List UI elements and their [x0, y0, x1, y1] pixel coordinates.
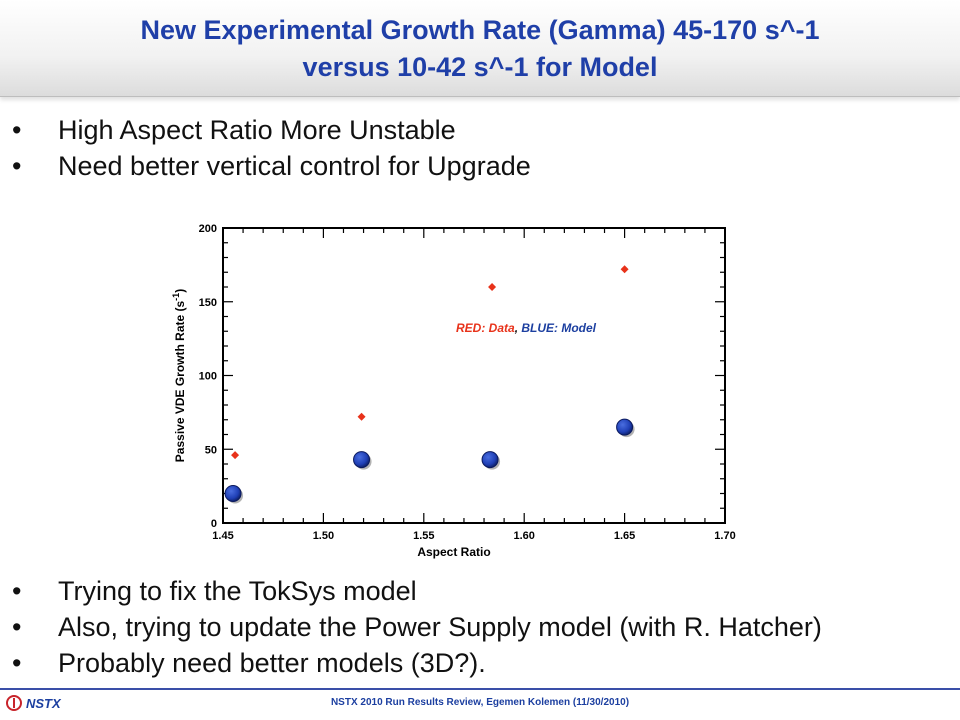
x-axis-label: Aspect Ratio [417, 545, 490, 559]
legend-model-label: BLUE: Model [521, 321, 596, 335]
x-tick-label: 1.65 [614, 530, 635, 542]
data-point [357, 412, 366, 421]
nstx-logo-icon [6, 695, 22, 711]
footer-text: NSTX 2010 Run Results Review, Egemen Kol… [330, 697, 630, 708]
legend-data-label: RED: Data [456, 321, 515, 335]
y-tick-label: 100 [199, 371, 217, 383]
model-point [353, 451, 371, 469]
chart-legend: RED: Data, BLUE: Model [456, 321, 597, 335]
plot-frame [222, 227, 726, 524]
bullet-item: Trying to fix the TokSys model [0, 573, 822, 609]
y-tick-label: 0 [211, 518, 217, 530]
bullet-list-top: High Aspect Ratio More Unstable Need bet… [0, 112, 531, 184]
slide-title-line-2: versus 10-42 s^-1 for Model [302, 52, 658, 82]
bullet-item: Also, trying to update the Power Supply … [0, 609, 822, 645]
y-tick-label: 150 [199, 297, 217, 309]
y-axis-label: Passive VDE Growth Rate (s-1) [171, 289, 187, 462]
title-bar: New Experimental Growth Rate (Gamma) 45-… [0, 0, 960, 97]
y-tick-label: 50 [205, 444, 217, 456]
bullet-item: Need better vertical control for Upgrade [0, 148, 531, 184]
y-tick-label: 200 [199, 223, 217, 235]
x-tick-label: 1.70 [714, 530, 735, 542]
model-point [616, 418, 634, 436]
legend-separator: , [514, 321, 522, 335]
x-tick-label: 1.55 [413, 530, 434, 542]
footer-logo-text: NSTX [26, 695, 61, 711]
chart-svg: 1.45 1.50 1.55 1.60 1.65 1.70 0 50 100 150 200 Asp… [171, 223, 736, 559]
growth-rate-chart: 1.45 1.50 1.55 1.60 1.65 1.70 0 50 100 150 200 Asp… [170, 220, 750, 560]
x-tick-label: 1.50 [313, 530, 334, 542]
footer-logo: NSTX [6, 690, 61, 716]
bullet-item: High Aspect Ratio More Unstable [0, 112, 531, 148]
x-tick-label: 1.45 [212, 530, 233, 542]
slide-title-line-1: New Experimental Growth Rate (Gamma) 45-… [140, 15, 820, 45]
footer-divider [0, 688, 960, 690]
data-point [488, 283, 497, 291]
model-point [481, 451, 499, 469]
data-point [231, 451, 240, 460]
model-point [224, 485, 242, 502]
slide-title: New Experimental Growth Rate (Gamma) 45-… [0, 12, 960, 86]
bullet-item: Probably need better models (3D?). [0, 645, 822, 681]
x-tick-label: 1.60 [513, 530, 534, 542]
data-point [620, 265, 629, 274]
bullet-list-bottom: Trying to fix the TokSys model Also, try… [0, 573, 822, 681]
